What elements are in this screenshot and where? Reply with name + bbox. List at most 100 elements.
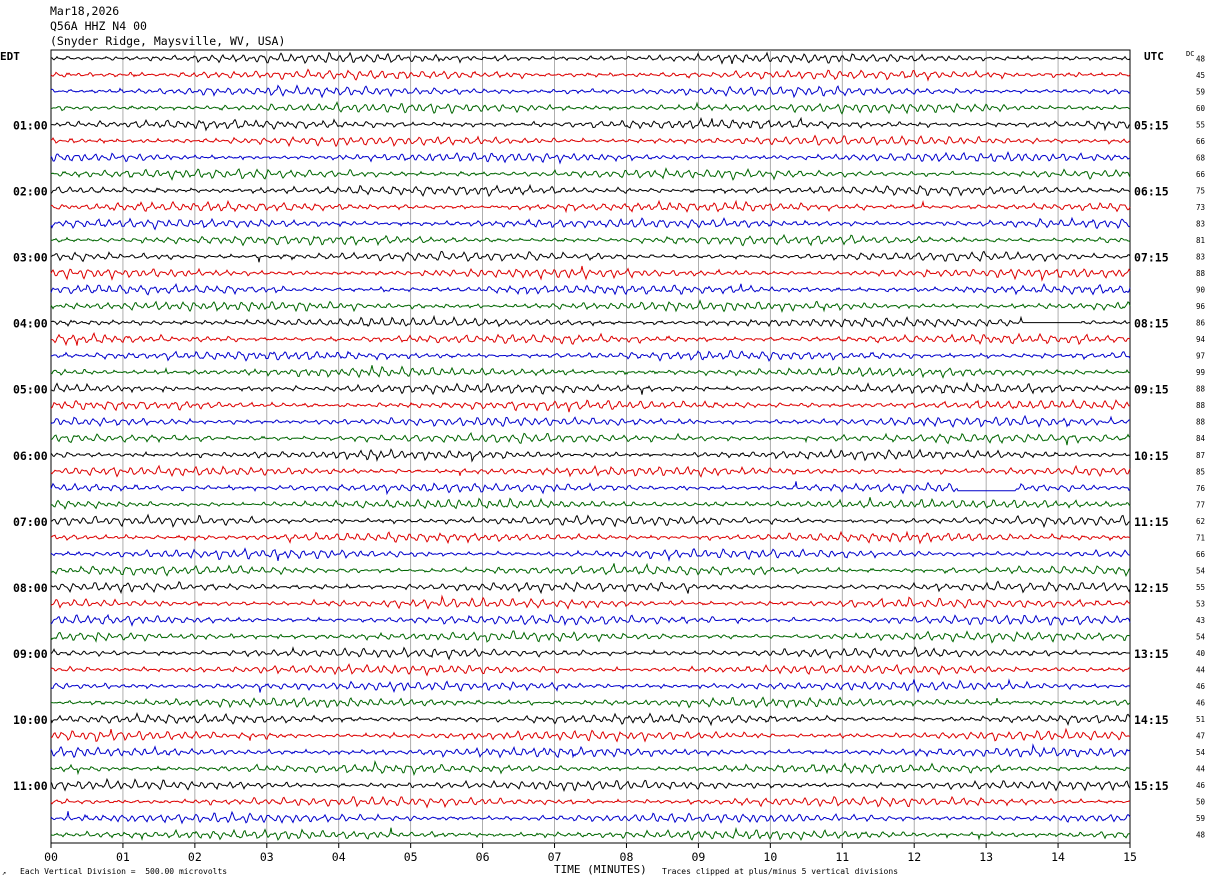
dc-offset-17: 94 bbox=[1196, 335, 1206, 344]
x-tick-label-13: 13 bbox=[979, 850, 993, 864]
edt-hour-label: 02:00 bbox=[13, 184, 48, 198]
trace-row-7 bbox=[50, 167, 1131, 181]
trace-row-16 bbox=[50, 314, 1130, 328]
dc-offset-13: 88 bbox=[1196, 269, 1206, 278]
edt-hour-label: 03:00 bbox=[13, 251, 48, 265]
trace-row-34 bbox=[50, 613, 1131, 627]
trace-row-6 bbox=[50, 151, 1131, 165]
scale-note: Each Vertical Division = 500.00 microvol… bbox=[20, 867, 228, 876]
dc-offset-15: 96 bbox=[1196, 302, 1206, 311]
left-timezone-label: EDT bbox=[0, 50, 20, 63]
trace-row-33 bbox=[50, 594, 1131, 610]
dc-offset-46: 59 bbox=[1196, 814, 1205, 823]
dc-offset-33: 53 bbox=[1196, 599, 1205, 608]
x-tick-label-02: 02 bbox=[188, 850, 202, 864]
trace-row-12 bbox=[50, 250, 1131, 263]
right-timezone-label: UTC bbox=[1144, 50, 1164, 63]
dc-offset-6: 68 bbox=[1196, 153, 1206, 162]
x-tick-label-14: 14 bbox=[1051, 850, 1065, 864]
utc-hour-label: 06:15 bbox=[1134, 184, 1169, 198]
dc-offset-20: 88 bbox=[1196, 385, 1206, 394]
x-tick-label-08: 08 bbox=[620, 850, 634, 864]
trace-row-8 bbox=[50, 183, 1131, 198]
dc-offset-34: 43 bbox=[1196, 616, 1205, 625]
trace-row-30 bbox=[50, 547, 1131, 562]
x-tick-label-01: 01 bbox=[116, 850, 130, 864]
trace-row-37 bbox=[50, 663, 1131, 677]
trace-row-45 bbox=[50, 795, 1131, 809]
dc-offset-4: 55 bbox=[1196, 120, 1205, 129]
trace-row-18 bbox=[50, 350, 1131, 362]
dc-offset-12: 83 bbox=[1196, 253, 1205, 262]
dc-offset-8: 75 bbox=[1196, 186, 1205, 195]
edt-hour-label: 06:00 bbox=[13, 449, 48, 463]
edt-hour-label: 01:00 bbox=[13, 118, 48, 132]
trace-row-27 bbox=[50, 497, 1131, 510]
x-tick-label-00: 00 bbox=[44, 850, 58, 864]
dc-offset-7: 66 bbox=[1196, 170, 1206, 179]
trace-row-17 bbox=[50, 332, 1131, 347]
station-code: Q56A HHZ N4 00 bbox=[50, 19, 147, 33]
trace-row-20 bbox=[50, 381, 1131, 396]
trace-row-31 bbox=[50, 562, 1131, 577]
x-tick-label-06: 06 bbox=[476, 850, 490, 864]
dc-offset-31: 54 bbox=[1196, 566, 1206, 575]
dc-offset-30: 66 bbox=[1196, 550, 1206, 559]
station-location: (Snyder Ridge, Maysville, WV, USA) bbox=[50, 34, 286, 48]
utc-hour-label: 07:15 bbox=[1134, 251, 1169, 265]
trace-row-11 bbox=[50, 233, 1131, 247]
utc-hour-label: 13:15 bbox=[1134, 647, 1169, 661]
dc-offset-5: 66 bbox=[1196, 137, 1206, 146]
trace-row-5 bbox=[50, 134, 1131, 148]
trace-row-9 bbox=[50, 199, 1131, 214]
dc-offset-2: 59 bbox=[1196, 87, 1205, 96]
record-date: Mar18,2026 bbox=[50, 4, 120, 18]
trace-row-21 bbox=[50, 398, 1130, 413]
trace-row-10 bbox=[50, 216, 1131, 231]
trace-row-39 bbox=[51, 696, 1131, 709]
dc-offset-14: 90 bbox=[1196, 286, 1206, 295]
dc-offset-39: 46 bbox=[1196, 699, 1206, 708]
plot-frame bbox=[50, 49, 1131, 844]
trace-row-32 bbox=[50, 580, 1131, 595]
dc-offset-29: 71 bbox=[1196, 533, 1205, 542]
trace-row-4 bbox=[50, 116, 1131, 132]
trace-row-1 bbox=[50, 68, 1131, 82]
trace-row-44 bbox=[50, 777, 1131, 792]
dc-offset-1: 45 bbox=[1196, 71, 1205, 80]
edt-hour-label: 11:00 bbox=[13, 779, 48, 793]
trace-row-24 bbox=[50, 448, 1131, 463]
x-tick-label-07: 07 bbox=[548, 850, 562, 864]
dc-offset-38: 46 bbox=[1196, 682, 1206, 691]
trace-row-29 bbox=[50, 530, 1130, 545]
dc-offset-47: 48 bbox=[1196, 831, 1206, 840]
scale-marker-icon: ↗ bbox=[2, 869, 7, 877]
dc-offset-9: 73 bbox=[1196, 203, 1205, 212]
edt-hour-label: 09:00 bbox=[13, 647, 48, 661]
x-tick-label-11: 11 bbox=[835, 850, 849, 864]
dc-offset-24: 87 bbox=[1196, 451, 1205, 460]
x-tick-label-12: 12 bbox=[907, 850, 921, 864]
edt-hour-label: 07:00 bbox=[13, 515, 48, 529]
edt-hour-label: 10:00 bbox=[13, 713, 48, 727]
dc-offset-16: 86 bbox=[1196, 319, 1206, 328]
x-tick-label-09: 09 bbox=[691, 850, 705, 864]
x-tick-label-04: 04 bbox=[332, 850, 346, 864]
trace-row-41 bbox=[50, 727, 1131, 743]
utc-hour-label: 12:15 bbox=[1134, 581, 1169, 595]
trace-row-25 bbox=[50, 464, 1131, 478]
x-tick-label-15: 15 bbox=[1123, 850, 1137, 864]
dc-offset-3: 60 bbox=[1196, 104, 1206, 113]
dc-offset-37: 44 bbox=[1196, 666, 1206, 675]
dc-offset-19: 99 bbox=[1196, 368, 1205, 377]
dc-offset-0: 48 bbox=[1196, 54, 1206, 63]
trace-row-42 bbox=[50, 743, 1131, 759]
dc-offset-44: 46 bbox=[1196, 781, 1206, 790]
dc-offset-28: 62 bbox=[1196, 517, 1205, 526]
trace-row-38 bbox=[50, 678, 1131, 694]
utc-hour-label: 08:15 bbox=[1134, 317, 1169, 331]
trace-row-26 bbox=[50, 481, 1131, 496]
trace-row-14 bbox=[50, 282, 1131, 296]
dc-offset-36: 40 bbox=[1196, 649, 1206, 658]
